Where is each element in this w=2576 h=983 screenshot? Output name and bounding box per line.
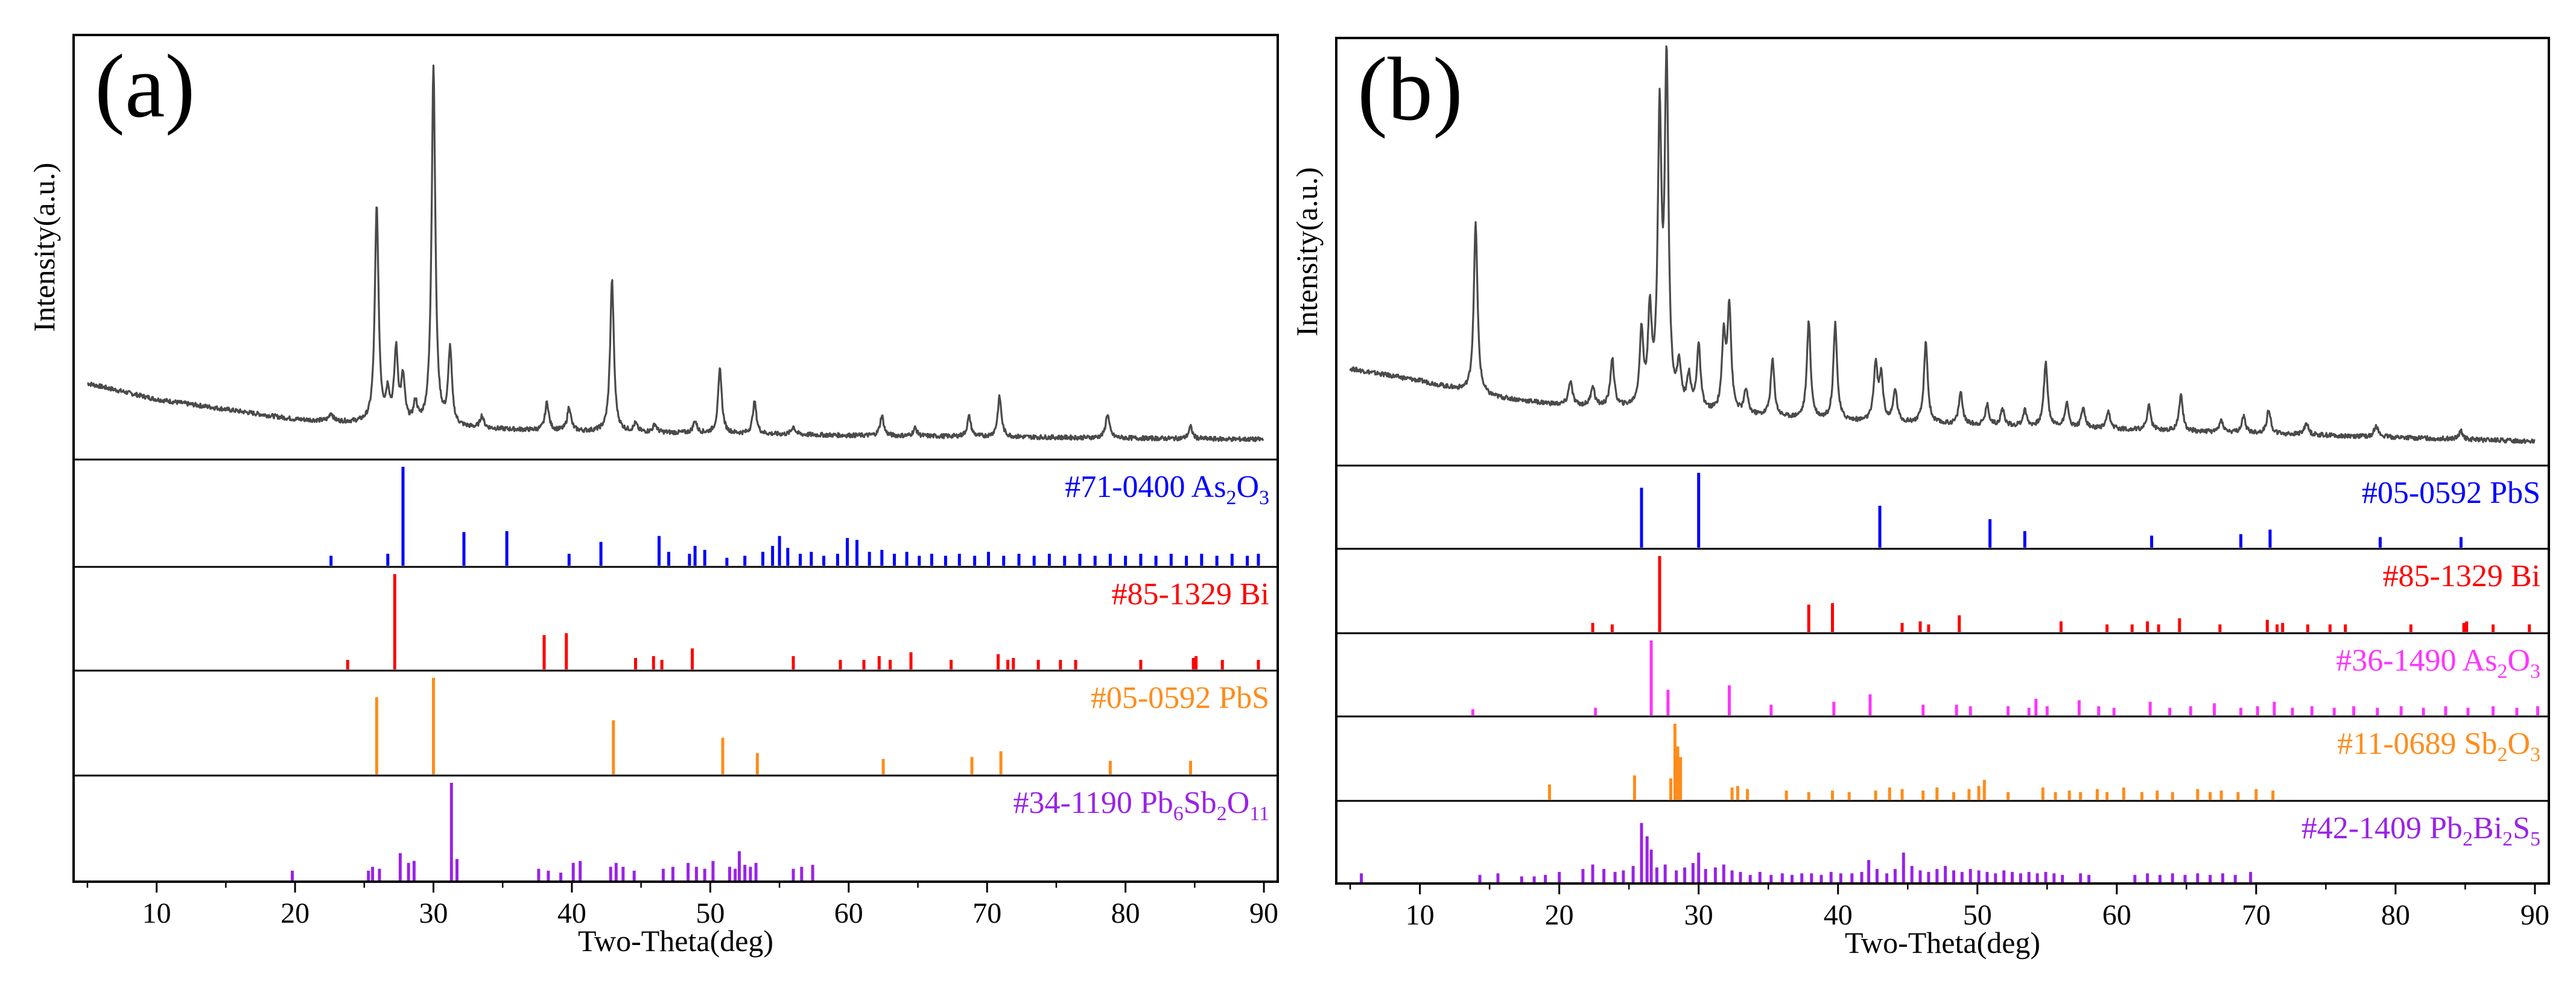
x-tick-label: 20 (1545, 899, 1574, 931)
reference-label: #42-1409 Pb2Bi2S5 (2302, 811, 2540, 850)
reference-pattern: #05-0592 PbS (74, 678, 1278, 777)
x-tick-label: 30 (419, 897, 448, 929)
x-tick-label: 10 (1406, 899, 1435, 931)
panel-b: (b) Intensity(a.u.) #05-0592 PbS #85-1329 B… (1290, 37, 2550, 959)
reference-label: #05-0592 PbS (1091, 681, 1269, 715)
x-tick-label: 70 (972, 897, 1001, 929)
reference-pattern: #85-1329 Bi (74, 574, 1278, 672)
reference-label: #36-1490 As2O3 (2336, 643, 2540, 683)
reference-pattern: #05-0592 PbS (1336, 473, 2549, 550)
panel-a: (a) Intensity(a.u.) #71-0400 As2O3 #85-1329… (27, 34, 1279, 958)
reference-pattern: #42-1409 Pb2Bi2S5 (1360, 811, 2540, 882)
x-tick-label: 10 (142, 897, 171, 929)
reference-label: #11-0689 Sb2O3 (2337, 727, 2540, 766)
x-tick-label: 40 (557, 897, 586, 929)
reference-label: #34-1190 Pb6Sb2O11 (1013, 786, 1269, 825)
x-tick-label: 30 (1684, 899, 1713, 931)
x-tick-label: 80 (2381, 899, 2410, 931)
xrd-pattern-line (87, 65, 1264, 443)
panel-frame (1335, 37, 2550, 885)
x-tick-label: 50 (696, 897, 725, 929)
xrd-pattern-line (1349, 45, 2536, 444)
reference-pattern: #71-0400 As2O3 (74, 467, 1278, 568)
reference-pattern: #85-1329 Bi (1336, 556, 2549, 634)
reference-label: #05-0592 PbS (2362, 476, 2540, 510)
panel-title: (a) (95, 36, 195, 136)
y-axis-label: Intensity(a.u.) (27, 163, 61, 332)
panel-title: (b) (1357, 39, 1463, 139)
x-axis-label: Two-Theta(deg) (1845, 926, 2040, 959)
x-tick-label: 70 (2242, 899, 2271, 931)
x-tick-label: 40 (1824, 899, 1853, 931)
reference-label: #85-1329 Bi (2383, 559, 2540, 593)
reference-label: #71-0400 As2O3 (1065, 470, 1269, 509)
x-tick-label: 90 (1249, 897, 1278, 929)
reference-pattern: #36-1490 As2O3 (1336, 640, 2549, 718)
x-tick-label: 20 (281, 897, 309, 929)
x-tick-label: 60 (834, 897, 863, 929)
y-axis-label: Intensity(a.u.) (1290, 167, 1324, 336)
x-tick-label: 60 (2102, 899, 2131, 931)
reference-pattern: #34-1190 Pb6Sb2O11 (291, 783, 1269, 880)
x-tick-label: 90 (2520, 899, 2549, 931)
x-tick-label: 80 (1111, 897, 1140, 929)
reference-label: #85-1329 Bi (1112, 577, 1269, 612)
panel-frame (72, 34, 1279, 883)
x-tick-label: 50 (1963, 899, 1992, 931)
reference-pattern: #11-0689 Sb2O3 (1336, 724, 2549, 802)
x-axis-label: Two-Theta(deg) (578, 924, 773, 958)
